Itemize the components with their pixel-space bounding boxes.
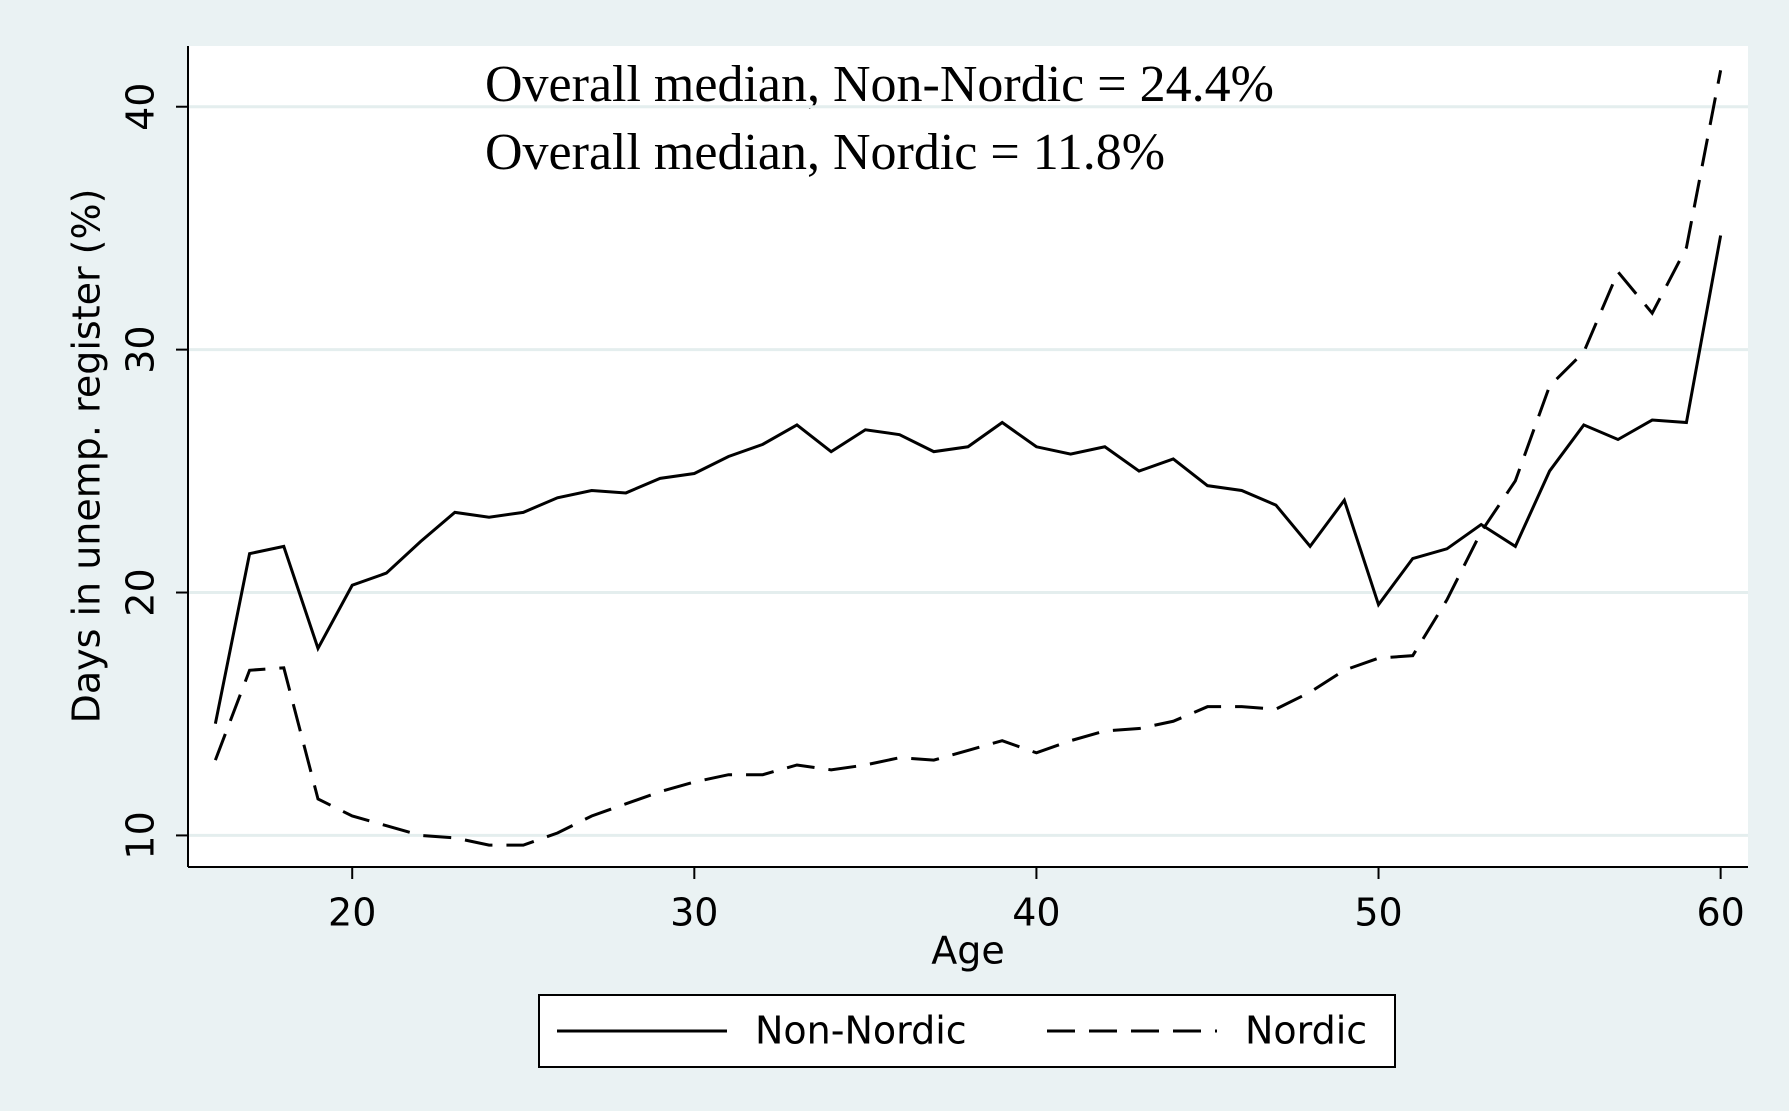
annotation: Overall median, Nordic = 11.8% <box>485 124 1165 181</box>
legend-label: Nordic <box>1245 1009 1367 1053</box>
x-tick-label: 40 <box>1012 891 1060 935</box>
x-tick-label: 30 <box>670 891 718 935</box>
x-tick-label: 60 <box>1696 891 1744 935</box>
legend-label: Non-Nordic <box>755 1009 967 1053</box>
x-tick-label: 20 <box>328 891 376 935</box>
y-tick-label: 30 <box>119 325 163 373</box>
plot-area <box>188 46 1748 867</box>
y-tick-label: 40 <box>119 83 163 131</box>
series-line <box>213 70 1723 847</box>
x-axis-title: Age <box>931 929 1005 973</box>
annotation: Overall median, Non-Nordic = 24.4% <box>485 56 1274 113</box>
x-tick-label: 50 <box>1354 891 1402 935</box>
series-line <box>213 235 1723 724</box>
y-tick-label: 10 <box>119 811 163 859</box>
y-tick-label: 20 <box>119 568 163 616</box>
y-axis-title: Days in unemp. register (%) <box>65 189 109 724</box>
